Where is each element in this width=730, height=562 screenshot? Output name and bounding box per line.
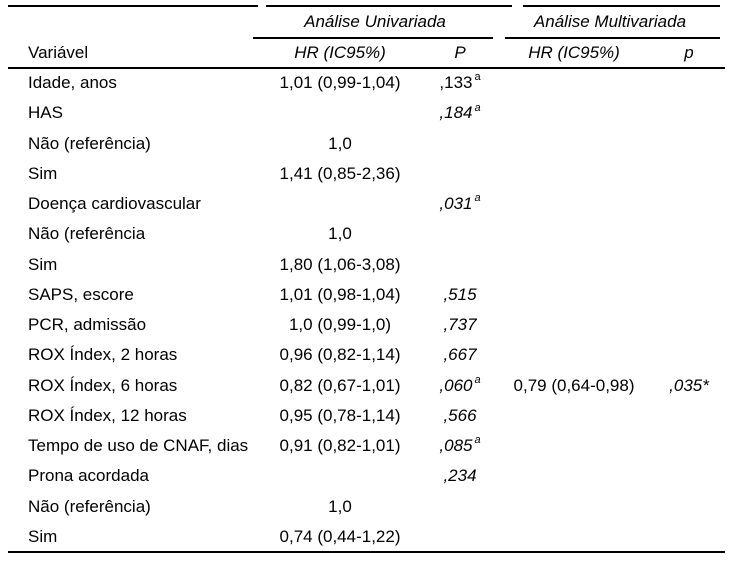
table-row: PCR, admissão 1,0 (0,99-1,0) ,737 bbox=[8, 310, 725, 340]
table-row: SAPS, escore 1,01 (0,98-1,04) ,515 bbox=[8, 280, 725, 310]
table-rows: Idade, anos 1,01 (0,99-1,04) ,133 a HAS ,184 a… bbox=[8, 68, 725, 552]
univariate-p-value: ,060 a bbox=[439, 373, 481, 395]
top-rule-univariate-segment bbox=[266, 5, 512, 7]
row-variable: ROX Índex, 12 horas bbox=[28, 405, 187, 425]
column-header-multivariate-hr: HR (IC95%) bbox=[528, 42, 620, 62]
top-rule-stub-segment bbox=[8, 5, 258, 7]
table-row: Sim 1,41 (0,85-2,36) bbox=[8, 159, 725, 189]
univariate-hr-value: 1,01 (0,99-1,04) bbox=[279, 73, 401, 93]
footnote-marker: a bbox=[474, 101, 481, 114]
univariate-p-value: ,085 a bbox=[439, 434, 481, 456]
table-row: ROX Índex, 12 horas 0,95 (0,78-1,14) ,566 bbox=[8, 401, 725, 431]
multivariate-hr-value: 0,79 (0,64-0,98) bbox=[513, 375, 635, 395]
univariate-hr-value: 1,01 (0,98-1,04) bbox=[279, 284, 401, 304]
row-variable: Prona acordada bbox=[28, 466, 149, 486]
table-row: Sim 1,80 (1,06-3,08) bbox=[8, 250, 725, 280]
row-variable: Não (referência) bbox=[28, 133, 151, 153]
row-variable: ROX Índex, 6 horas bbox=[28, 375, 178, 395]
table-row: ROX Índex, 2 horas 0,96 (0,82-1,14) ,667 bbox=[8, 340, 725, 370]
multivariate-group-underline bbox=[505, 37, 720, 39]
univariate-hr-value: 0,91 (0,82-1,01) bbox=[279, 436, 401, 456]
table-row: Doença cardiovascular ,031 a bbox=[8, 189, 725, 219]
table-row: Sim 0,74 (0,44-1,22) bbox=[8, 522, 725, 552]
univariate-hr-value: 0,96 (0,82-1,14) bbox=[279, 345, 401, 365]
univariate-p-value: ,184 a bbox=[439, 101, 481, 123]
univariate-hr-value: 1,80 (1,06-3,08) bbox=[279, 254, 401, 274]
table-row: Não (referência 1,0 bbox=[8, 219, 725, 249]
univariate-hr-value: 0,74 (0,44-1,22) bbox=[279, 526, 401, 546]
row-variable: SAPS, escore bbox=[28, 284, 134, 304]
row-variable: PCR, admissão bbox=[28, 315, 147, 335]
row-variable: HAS bbox=[28, 103, 63, 123]
row-variable: Tempo de uso de CNAF, dias bbox=[28, 436, 249, 456]
group-header-univariate: Análise Univariada bbox=[304, 11, 446, 31]
univariate-p-value: ,031 a bbox=[439, 192, 481, 214]
group-header-multivariate: Análise Multivariada bbox=[533, 11, 687, 31]
row-variable: ROX Índex, 2 horas bbox=[28, 345, 178, 365]
row-variable: Idade, anos bbox=[28, 73, 117, 93]
table-row: HAS ,184 a bbox=[8, 98, 725, 128]
univariate-p-value: ,566 bbox=[443, 405, 477, 425]
univariate-p-value: ,515 bbox=[443, 284, 477, 304]
column-header-row: Variável HR (IC95%) P HR (IC95%) p bbox=[8, 38, 725, 67]
univariate-p-value: ,667 bbox=[443, 345, 477, 365]
table-row: Tempo de uso de CNAF, dias 0,91 (0,82-1,0… bbox=[8, 431, 725, 461]
univariate-hr-value: 0,95 (0,78-1,14) bbox=[279, 405, 401, 425]
univariate-group-underline bbox=[253, 37, 493, 39]
column-header-univariate-p: P bbox=[454, 42, 466, 62]
top-rule-multivariate-segment bbox=[523, 5, 720, 7]
footnote-marker: a bbox=[474, 192, 481, 205]
row-variable: Não (referência bbox=[28, 224, 146, 244]
footnote-marker: a bbox=[474, 434, 481, 447]
univariate-hr-value: 1,41 (0,85-2,36) bbox=[279, 163, 401, 183]
multivariate-p-value: ,035* bbox=[669, 375, 709, 395]
table-bottom-rule bbox=[8, 551, 725, 553]
footnote-marker: a bbox=[474, 373, 481, 386]
univariate-hr-value: 1,0 bbox=[328, 224, 352, 244]
univariate-hr-value: 1,0 (0,99-1,0) bbox=[288, 315, 392, 335]
column-header-variable: Variável bbox=[28, 42, 89, 62]
group-header-row: Análise Univariada Análise Multivariada bbox=[8, 6, 725, 37]
row-variable: Não (referência) bbox=[28, 496, 151, 516]
univariate-hr-value: 0,82 (0,67-1,01) bbox=[279, 375, 401, 395]
table-row: Prona acordada ,234 bbox=[8, 461, 725, 491]
table-row: Não (referência) 1,0 bbox=[8, 129, 725, 159]
column-header-multivariate-p: p bbox=[684, 42, 694, 62]
column-header-univariate-hr: HR (IC95%) bbox=[294, 42, 386, 62]
row-variable: Sim bbox=[28, 526, 58, 546]
univariate-p-value: ,234 bbox=[443, 466, 477, 486]
univariate-p-value: ,133 a bbox=[439, 71, 481, 93]
footnote-marker: a bbox=[474, 71, 481, 84]
univariate-hr-value: 1,0 bbox=[328, 496, 352, 516]
row-variable: Sim bbox=[28, 254, 58, 274]
univariate-hr-value: 1,0 bbox=[328, 133, 352, 153]
univariate-p-value: ,737 bbox=[443, 315, 477, 335]
table-row: Não (referência) 1,0 bbox=[8, 492, 725, 522]
header-bottom-rule bbox=[8, 67, 725, 69]
table-row: ROX Índex, 6 horas 0,82 (0,67-1,01) ,060 a 0… bbox=[8, 371, 725, 401]
table-row: Idade, anos 1,01 (0,99-1,04) ,133 a bbox=[8, 68, 725, 98]
row-variable: Doença cardiovascular bbox=[28, 194, 201, 214]
row-variable: Sim bbox=[28, 163, 58, 183]
